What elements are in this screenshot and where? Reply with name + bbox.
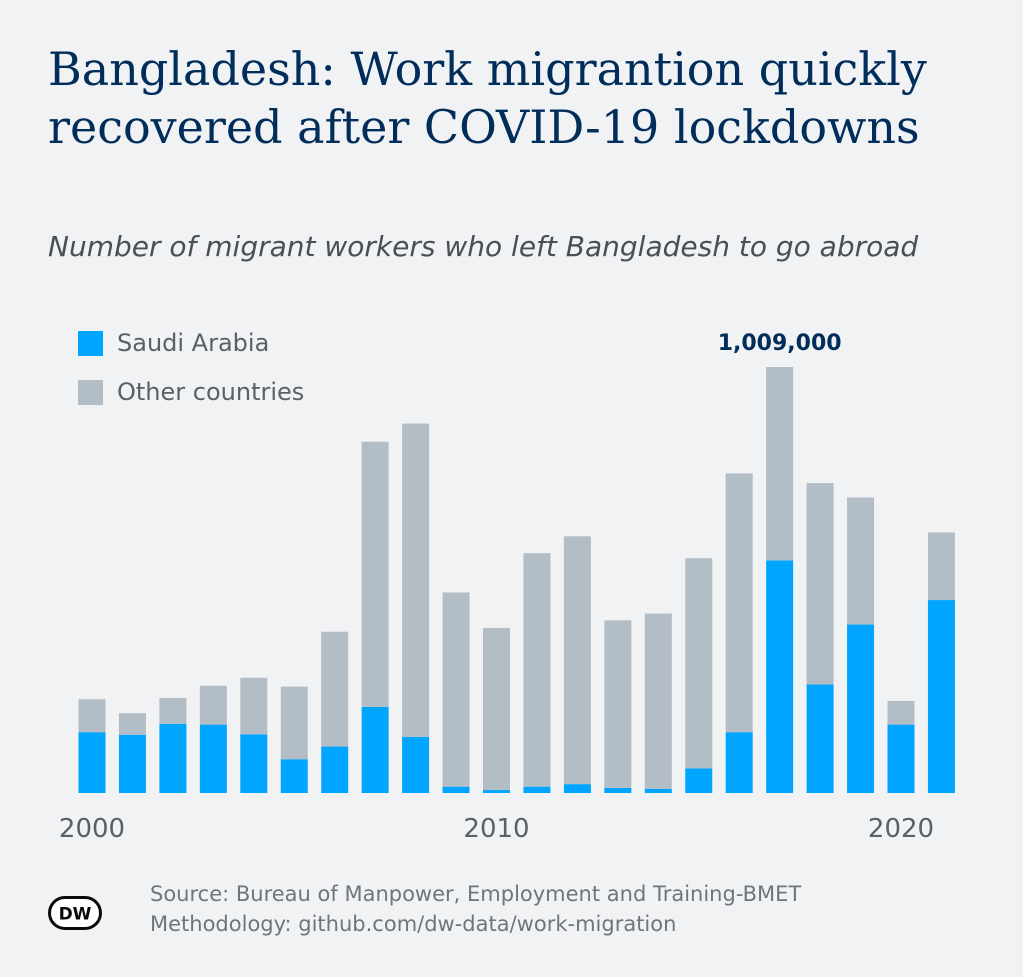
bar-saudi-arabia-2004 xyxy=(240,734,268,793)
bar-saudi-arabia-2020 xyxy=(887,724,915,793)
bar-other-countries-2004 xyxy=(240,677,268,735)
bar-saudi-arabia-2015 xyxy=(685,768,713,793)
bar-other-countries-2021 xyxy=(927,532,955,601)
source-text: Source: Bureau of Manpower, Employment a… xyxy=(150,882,802,906)
x-tick-label-2010: 2010 xyxy=(463,814,529,844)
bar-saudi-arabia-2002 xyxy=(159,723,187,793)
legend-swatch-saudi-arabia xyxy=(78,330,103,356)
bar-other-countries-2014 xyxy=(644,613,672,789)
bar-saudi-arabia-2001 xyxy=(118,734,146,793)
bar-other-countries-2001 xyxy=(118,713,146,735)
bar-other-countries-2005 xyxy=(280,686,308,760)
bar-other-countries-2003 xyxy=(199,685,227,725)
bar-saudi-arabia-2017 xyxy=(766,560,794,793)
bar-other-countries-2020 xyxy=(887,700,915,725)
bar-saudi-arabia-2003 xyxy=(199,724,227,793)
annotation-label-2017: 1,009,000 xyxy=(718,331,842,356)
bar-saudi-arabia-2012 xyxy=(563,784,591,793)
bar-saudi-arabia-2016 xyxy=(725,732,753,793)
bar-other-countries-2008 xyxy=(402,423,430,737)
legend-item-other-countries: Other countries xyxy=(78,377,304,407)
legend-label-saudi-arabia: Saudi Arabia xyxy=(117,329,270,357)
bar-other-countries-2011 xyxy=(523,553,551,787)
chart-subtitle: Number of migrant workers who left Bangl… xyxy=(48,230,919,263)
dw-logo-icon: DW xyxy=(48,896,102,930)
bar-saudi-arabia-2014 xyxy=(644,788,672,793)
legend-item-saudi-arabia: Saudi Arabia xyxy=(78,328,269,358)
bar-other-countries-2007 xyxy=(361,441,389,707)
bar-other-countries-2013 xyxy=(604,620,632,788)
x-tick-label-2000: 2000 xyxy=(59,814,125,844)
bar-other-countries-2010 xyxy=(483,627,510,791)
bar-other-countries-2006 xyxy=(321,631,349,747)
bar-other-countries-2016 xyxy=(725,473,753,733)
bar-saudi-arabia-2000 xyxy=(78,732,106,793)
bar-saudi-arabia-2008 xyxy=(402,736,430,793)
chart-title: Bangladesh: Work migrantion quickly reco… xyxy=(48,42,927,154)
x-tick-label-2020: 2020 xyxy=(868,814,934,844)
bar-other-countries-2017 xyxy=(766,367,794,561)
bar-other-countries-2009 xyxy=(442,592,470,787)
bar-other-countries-2019 xyxy=(847,497,875,625)
methodology-text: Methodology: github.com/dw-data/work-mig… xyxy=(150,912,677,936)
bar-saudi-arabia-2007 xyxy=(361,706,389,793)
bar-saudi-arabia-2013 xyxy=(604,787,632,793)
bar-saudi-arabia-2019 xyxy=(847,624,875,793)
dw-logo-text: DW xyxy=(59,905,92,925)
bar-other-countries-2018 xyxy=(806,483,834,685)
legend-label-other-countries: Other countries xyxy=(117,378,305,406)
bar-saudi-arabia-2018 xyxy=(806,684,834,793)
bar-saudi-arabia-2005 xyxy=(280,759,308,793)
bar-saudi-arabia-2009 xyxy=(442,786,470,793)
bar-saudi-arabia-2011 xyxy=(523,786,551,793)
bar-other-countries-2015 xyxy=(685,558,713,769)
bar-saudi-arabia-2021 xyxy=(927,600,955,793)
bar-other-countries-2000 xyxy=(78,699,106,733)
legend-swatch-other-countries xyxy=(78,379,103,405)
bar-other-countries-2012 xyxy=(563,536,591,785)
bar-other-countries-2002 xyxy=(159,698,187,724)
bar-saudi-arabia-2010 xyxy=(483,790,510,793)
bar-saudi-arabia-2006 xyxy=(321,746,349,793)
